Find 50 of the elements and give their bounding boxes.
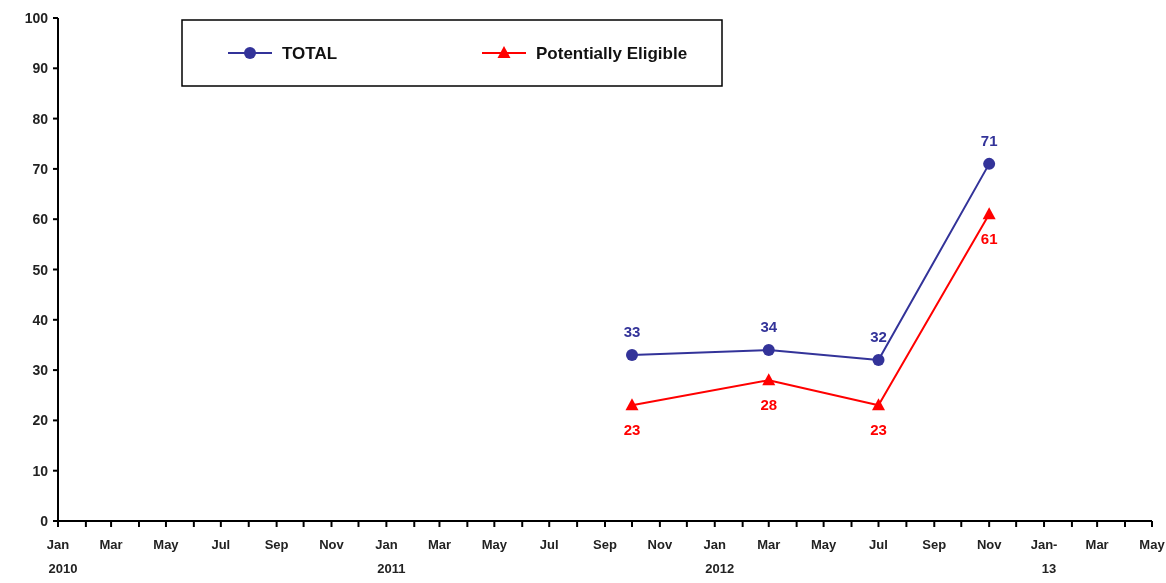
x-tick-label: Sep: [922, 537, 947, 552]
x-tick-label: Nov: [319, 537, 345, 552]
data-label: 32: [870, 328, 887, 346]
x-tick-label: May: [481, 537, 508, 552]
legend-label: Potentially Eligible: [536, 44, 688, 63]
point: [762, 373, 776, 386]
data-label: 23: [870, 421, 887, 439]
x-tick-label: Nov: [647, 537, 673, 552]
point: [625, 349, 638, 362]
y-tick-label: 70: [32, 160, 49, 177]
x-tick-label: Jan- 13: [1030, 537, 1058, 576]
point: [872, 398, 885, 411]
y-tick-label: 0: [40, 513, 49, 529]
x-tick-label: May: [153, 537, 180, 552]
y-tick-label: 50: [32, 261, 49, 278]
x-tick-label: Nov: [976, 537, 1003, 552]
x-tick-label: Jul: [539, 537, 559, 552]
legend-label: TOTAL: [282, 44, 338, 63]
y-tick-label: 40: [32, 311, 49, 328]
data-label: 61: [980, 230, 998, 248]
x-tick-label: May: [1139, 537, 1166, 552]
point: [872, 354, 885, 367]
point: [625, 398, 639, 411]
x-tick-label: Sep: [593, 537, 617, 552]
y-tick-label: 90: [32, 60, 49, 77]
x-tick-label: Mar: [99, 537, 123, 552]
x-tick-label: Mar: [427, 537, 452, 552]
y-tick-label: 30: [32, 362, 49, 379]
data-label: 28: [760, 396, 778, 414]
x-tick-label: Jul: [211, 537, 231, 552]
x-tick-label: Mar: [757, 537, 781, 552]
x-tick-label: Mar: [1085, 537, 1109, 552]
data-label: 23: [623, 421, 641, 439]
y-tick-label: 100: [24, 10, 49, 26]
y-tick-label: 80: [32, 110, 49, 127]
x-tick-label: Sep: [264, 537, 289, 552]
x-tick-label: Jan 2011: [375, 537, 406, 576]
x-tick-label: May: [810, 537, 838, 552]
data-label: 34: [760, 317, 778, 335]
y-tick-label: 60: [32, 211, 49, 228]
point: [982, 207, 996, 220]
data-label: 33: [623, 323, 641, 341]
y-tick-label: 10: [32, 462, 49, 479]
x-tick-label: Jan 2010: [46, 537, 78, 576]
x-tick-label: Jan 2012: [703, 537, 735, 576]
data-label: 71: [980, 131, 998, 149]
y-tick-label: 20: [32, 412, 49, 429]
x-tick-label: Jul: [869, 537, 888, 552]
point: [983, 157, 996, 170]
point: [762, 343, 775, 356]
